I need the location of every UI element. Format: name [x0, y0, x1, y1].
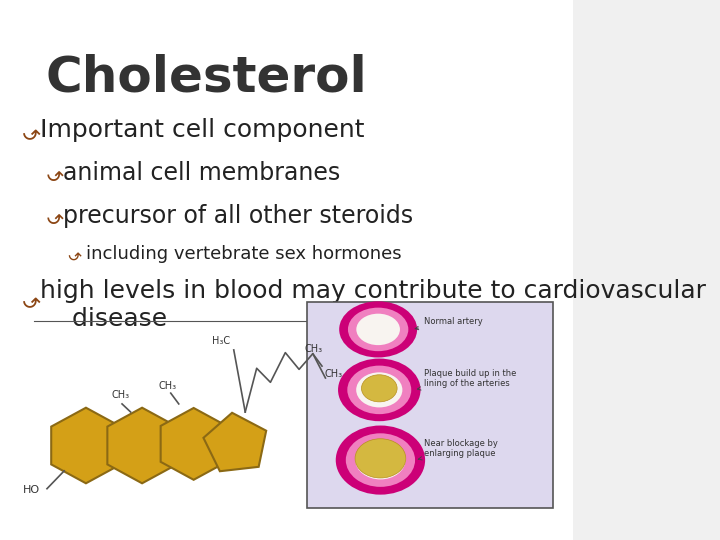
Ellipse shape [339, 301, 417, 357]
Ellipse shape [346, 433, 415, 487]
Text: CH₃: CH₃ [325, 369, 343, 379]
Ellipse shape [356, 441, 405, 480]
Ellipse shape [338, 359, 420, 421]
Text: Plaque build up in the
lining of the arteries: Plaque build up in the lining of the art… [418, 369, 516, 390]
Polygon shape [204, 413, 266, 471]
Ellipse shape [361, 375, 397, 402]
Ellipse shape [348, 308, 408, 351]
Text: ↶: ↶ [68, 244, 81, 262]
Ellipse shape [356, 314, 400, 345]
Ellipse shape [336, 426, 425, 495]
Text: ↶: ↶ [45, 161, 63, 182]
Text: ↶: ↶ [22, 286, 41, 306]
FancyBboxPatch shape [307, 302, 553, 508]
Text: Near blockage by
enlarging plaque: Near blockage by enlarging plaque [418, 439, 498, 460]
Text: Cholesterol: Cholesterol [46, 54, 368, 102]
Text: animal cell membranes: animal cell membranes [63, 161, 341, 185]
FancyBboxPatch shape [0, 0, 579, 540]
Text: Important cell component: Important cell component [40, 118, 364, 141]
Ellipse shape [355, 439, 406, 478]
Text: including vertebrate sex hormones: including vertebrate sex hormones [86, 245, 402, 263]
Text: CH₃: CH₃ [305, 345, 323, 354]
Ellipse shape [356, 373, 402, 407]
Text: CH₃: CH₃ [158, 381, 176, 391]
Polygon shape [107, 408, 177, 483]
Text: high levels in blood may contribute to cardiovascular
    disease: high levels in blood may contribute to c… [40, 279, 706, 331]
Text: ↶: ↶ [45, 205, 63, 225]
Text: CH₃: CH₃ [112, 390, 130, 400]
Text: Normal artery: Normal artery [415, 317, 482, 330]
Text: precursor of all other steroids: precursor of all other steroids [63, 204, 413, 228]
Text: ↶: ↶ [22, 118, 41, 139]
Text: H₃C: H₃C [212, 336, 230, 346]
Polygon shape [161, 408, 227, 480]
Ellipse shape [347, 366, 411, 414]
Polygon shape [51, 408, 121, 483]
Text: HO: HO [23, 485, 40, 495]
